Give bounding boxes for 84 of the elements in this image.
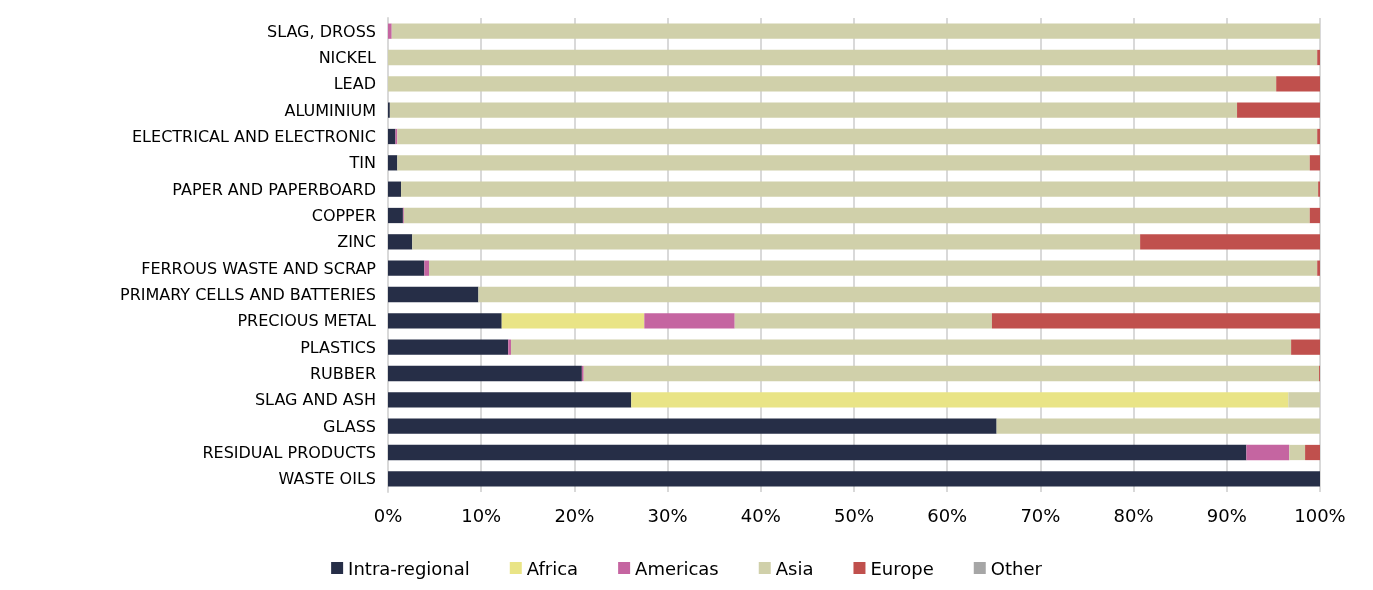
bar xyxy=(403,207,1310,224)
legend-label: Other xyxy=(990,557,1043,579)
bar xyxy=(644,313,735,329)
y-tick-label: ZINC xyxy=(337,232,376,252)
legend-label: Americas xyxy=(635,557,719,579)
bar xyxy=(478,286,1320,303)
bar xyxy=(1317,260,1320,276)
bar xyxy=(1140,234,1320,250)
bar xyxy=(391,23,1320,39)
x-tick-label: 90% xyxy=(1206,504,1247,526)
x-tick-label: 80% xyxy=(1113,504,1154,526)
y-tick-label: PRECIOUS METAL xyxy=(237,311,377,331)
y-tick-label: TIN xyxy=(348,153,376,173)
y-tick-label: WASTE OILS xyxy=(278,469,376,489)
x-tick-label: 20% xyxy=(554,504,595,526)
bar xyxy=(388,286,479,303)
bar xyxy=(583,365,1320,382)
bar xyxy=(388,181,402,197)
bar xyxy=(501,313,645,329)
bar xyxy=(1288,392,1320,408)
y-tick-label: FERROUS WASTE AND SCRAP xyxy=(141,258,377,278)
bar xyxy=(1317,128,1320,145)
x-tick-label: 30% xyxy=(647,504,688,526)
y-tick-label: RESIDUAL PRODUCTS xyxy=(202,443,376,462)
x-tick-label: 100% xyxy=(1294,504,1346,526)
bar xyxy=(1317,49,1320,66)
bar xyxy=(401,181,1319,197)
bar xyxy=(1237,102,1320,118)
bar xyxy=(1291,339,1320,355)
x-tick-label: 40% xyxy=(740,504,781,526)
bar xyxy=(388,392,632,408)
y-tick-label: PRIMARY CELLS AND BATTERIES xyxy=(119,285,376,304)
y-tick-label: ALUMINIUM xyxy=(284,100,376,120)
bar xyxy=(388,76,1277,92)
bar xyxy=(397,128,1318,145)
bar xyxy=(388,444,1247,461)
bar xyxy=(508,339,512,355)
bar xyxy=(388,471,1320,487)
legend-label: Asia xyxy=(775,557,814,579)
bar xyxy=(996,418,1320,434)
y-tick-label: GLASS xyxy=(323,416,376,436)
y-tick-label: PAPER AND PAPERBOARD xyxy=(172,179,376,199)
x-tick-label: 50% xyxy=(833,504,875,526)
bar xyxy=(388,418,997,434)
bar xyxy=(511,339,1292,355)
bar xyxy=(1309,207,1320,224)
bar xyxy=(734,313,992,329)
y-tick-label: COPPER xyxy=(311,206,376,225)
legend-label: Africa xyxy=(526,557,579,579)
bar xyxy=(1309,155,1320,171)
y-tick-label: SLAG, DROSS xyxy=(266,21,376,41)
bar xyxy=(388,49,1318,66)
bar xyxy=(1246,444,1290,461)
x-tick-label: 70% xyxy=(1020,504,1061,526)
bar xyxy=(429,260,1318,276)
bar xyxy=(388,23,392,39)
bar xyxy=(388,207,403,224)
bar xyxy=(388,260,425,276)
bar xyxy=(1276,76,1320,92)
y-tick-label: SLAG AND ASH xyxy=(254,390,376,410)
x-tick-label: 0% xyxy=(373,504,403,526)
bar xyxy=(389,102,1238,118)
y-tick-label: PLASTICS xyxy=(300,337,376,357)
x-tick-label: 10% xyxy=(461,504,502,526)
bar xyxy=(991,313,1320,329)
bar xyxy=(397,155,1310,171)
bar xyxy=(1289,444,1306,461)
bar xyxy=(388,234,413,250)
y-tick-label: LEAD xyxy=(333,74,376,94)
y-tick-label: RUBBER xyxy=(309,364,376,383)
bar xyxy=(388,313,502,329)
y-tick-label: ELECTRICAL AND ELECTRONIC xyxy=(132,127,376,146)
x-tick-label: 60% xyxy=(927,504,968,526)
bar xyxy=(424,260,430,276)
bar xyxy=(388,155,398,171)
bar xyxy=(631,392,1289,408)
bar xyxy=(388,365,582,382)
legend-label: Europe xyxy=(870,557,934,579)
bar xyxy=(388,339,509,355)
bar xyxy=(412,234,1141,250)
y-tick-label: NICKEL xyxy=(318,48,377,67)
legend-label: Intra-regional xyxy=(348,557,470,579)
bar xyxy=(1305,444,1320,461)
bar xyxy=(388,128,396,145)
